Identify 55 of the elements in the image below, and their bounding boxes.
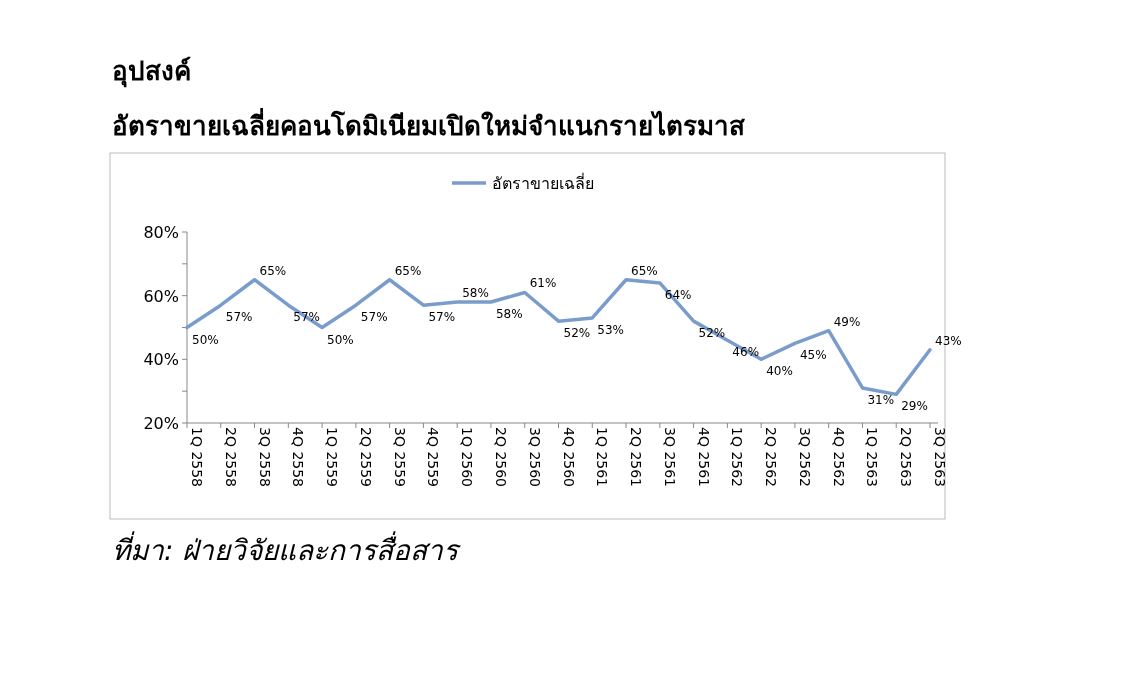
line-series <box>185 278 932 397</box>
data-label: 45% <box>799 348 827 363</box>
data-label: 43% <box>935 333 962 348</box>
text: ที่มา: ฝ่ายวิจัยและการสื่อสาร <box>112 531 462 567</box>
y-tick-label: 80% <box>143 223 179 242</box>
data-label: 58% <box>495 307 523 322</box>
x-tick-label: 1Q 2561 <box>594 427 611 488</box>
x-tick-label: 2Q 2562 <box>763 427 780 488</box>
y-tick-label: 40% <box>143 350 179 370</box>
data-label: 65% <box>259 263 287 278</box>
data-label: 58% <box>462 286 489 301</box>
x-tick-label: 3Q 2562 <box>796 427 813 488</box>
x-tick-label: 3Q 2558 <box>256 427 273 488</box>
data-label: 52% <box>698 326 726 341</box>
data-label: 31% <box>867 392 895 407</box>
data-label: 50% <box>327 332 354 347</box>
data-label: 50% <box>192 332 219 347</box>
x-tick-label: 1Q 2560 <box>459 427 476 488</box>
data-label: 57% <box>428 310 456 325</box>
data-label: 57% <box>360 310 388 325</box>
x-tick-label: 1Q 2558 <box>189 427 205 488</box>
data-label: 65% <box>394 263 422 278</box>
x-tick-label: 4Q 2560 <box>560 427 577 488</box>
x-tick-label: 2Q 2561 <box>628 427 645 488</box>
data-label: 40% <box>766 364 793 379</box>
x-tick-label: 2Q 2559 <box>357 427 374 488</box>
x-tick-label: 2Q 2563 <box>898 427 915 488</box>
x-tick-label: 1Q 2559 <box>324 427 341 488</box>
x-tick-label: 3Q 2560 <box>526 427 543 488</box>
data-label: 29% <box>901 399 928 414</box>
x-tick-label: 3Q 2561 <box>661 427 678 488</box>
x-tick-label: 2Q 2558 <box>222 427 239 488</box>
data-label: 65% <box>631 263 658 278</box>
data-label: 57% <box>225 310 253 325</box>
x-tick-label: 1Q 2562 <box>729 427 746 488</box>
x-tick-label: 2Q 2560 <box>492 427 509 488</box>
data-label: 57% <box>293 310 320 325</box>
x-tick-label: 4Q 2559 <box>425 427 442 488</box>
x-tick-label: 3Q 2563 <box>932 427 948 488</box>
x-tick-label: 1Q 2563 <box>864 427 881 488</box>
data-label: 61% <box>529 276 557 291</box>
data-label: 52% <box>563 326 591 341</box>
data-label: 53% <box>597 322 624 337</box>
x-tick-label: 4Q 2562 <box>830 427 847 488</box>
x-tick-label: 4Q 2558 <box>290 427 307 488</box>
chart-title: อุปสงค์ <box>112 56 191 88</box>
data-label: 64% <box>664 287 692 302</box>
chart-subtitle: อัตราขายเฉลี่ยคอนโดมิเนียมเปิดใหม่จำแนกรายไตรมาส <box>112 107 745 141</box>
y-tick-label: 60% <box>143 286 179 306</box>
x-tick-label: 4Q 2561 <box>695 427 712 488</box>
x-tick-label: 3Q 2559 <box>391 427 408 488</box>
legend-label: อัตราขายเฉลี่ย <box>492 172 594 193</box>
data-label: 46% <box>732 345 760 360</box>
data-label: 49% <box>833 314 861 329</box>
y-tick-label: 20% <box>143 414 179 433</box>
